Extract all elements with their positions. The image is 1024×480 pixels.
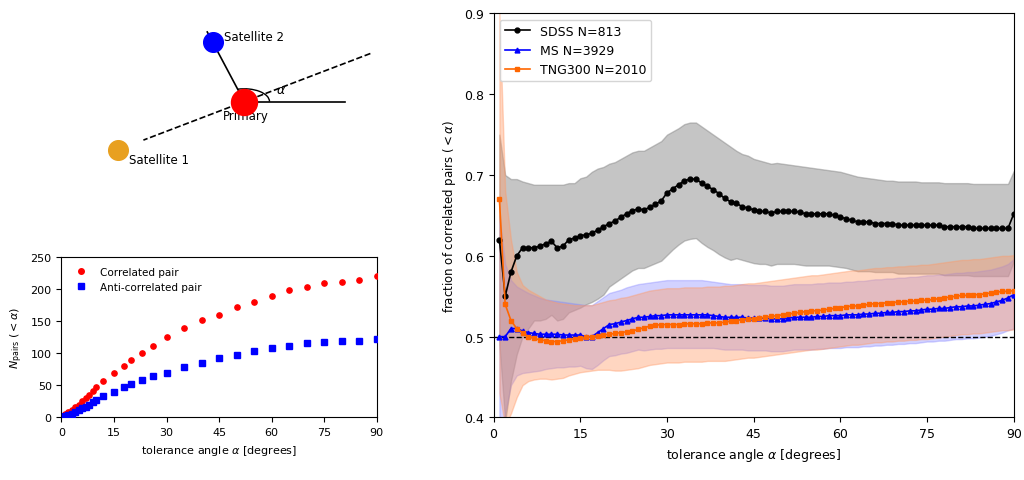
Point <box>110 146 126 154</box>
SDSS N=813 <box>863 219 876 225</box>
TNG300 N=2010 <box>545 339 557 345</box>
MS N=3929 <box>852 312 864 318</box>
X-axis label: tolerance angle $\alpha$ [degrees]: tolerance angle $\alpha$ [degrees] <box>667 446 842 463</box>
MS N=3929 <box>562 333 574 338</box>
SDSS N=813 <box>944 225 956 230</box>
SDSS N=813 <box>996 226 1009 232</box>
TNG300 N=2010 <box>494 197 506 203</box>
SDSS N=813 <box>499 294 511 300</box>
MS N=3929 <box>649 313 662 319</box>
SDSS N=813 <box>1008 212 1020 217</box>
TNG300 N=2010 <box>990 290 1002 296</box>
Text: $\alpha$: $\alpha$ <box>275 84 286 96</box>
TNG300 N=2010 <box>938 295 950 301</box>
SDSS N=813 <box>494 237 506 243</box>
Legend: Correlated pair, Anti-correlated pair: Correlated pair, Anti-correlated pair <box>67 263 206 296</box>
Text: Satellite 2: Satellite 2 <box>224 31 284 44</box>
Y-axis label: $N_{\rm pairs}$ ($<\alpha$): $N_{\rm pairs}$ ($<\alpha$) <box>8 307 25 369</box>
SDSS N=813 <box>568 236 581 241</box>
Line: MS N=3929: MS N=3929 <box>497 293 1016 339</box>
TNG300 N=2010 <box>655 322 668 328</box>
Legend: SDSS N=813, MS N=3929, TNG300 N=2010: SDSS N=813, MS N=3929, TNG300 N=2010 <box>500 21 651 82</box>
TNG300 N=2010 <box>568 336 581 342</box>
MS N=3929 <box>984 301 996 307</box>
Line: SDSS N=813: SDSS N=813 <box>497 177 1016 299</box>
Point <box>205 39 221 47</box>
Text: Primary: Primary <box>223 110 268 123</box>
TNG300 N=2010 <box>857 302 869 308</box>
Text: Satellite 1: Satellite 1 <box>129 153 189 166</box>
MS N=3929 <box>933 306 945 312</box>
Line: TNG300 N=2010: TNG300 N=2010 <box>497 197 1016 344</box>
MS N=3929 <box>1008 292 1020 298</box>
SDSS N=813 <box>684 177 696 182</box>
SDSS N=813 <box>655 199 668 204</box>
Y-axis label: fraction of correlated pairs ($<\alpha$): fraction of correlated pairs ($<\alpha$) <box>441 120 459 312</box>
X-axis label: tolerance angle $\alpha$ [degrees]: tolerance angle $\alpha$ [degrees] <box>141 443 297 457</box>
MS N=3929 <box>921 307 933 312</box>
TNG300 N=2010 <box>927 297 939 303</box>
SDSS N=813 <box>933 223 945 228</box>
MS N=3929 <box>494 334 506 340</box>
TNG300 N=2010 <box>1008 288 1020 294</box>
Point <box>237 98 253 106</box>
